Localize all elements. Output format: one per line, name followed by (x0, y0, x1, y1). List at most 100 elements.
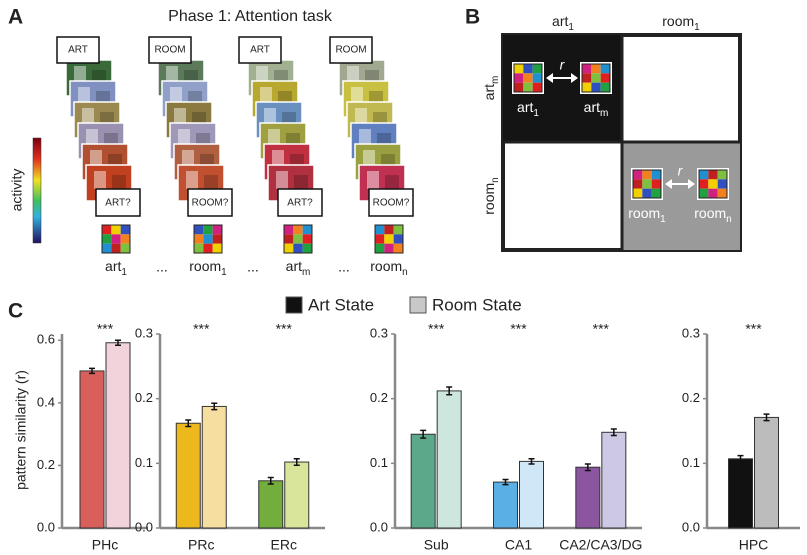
cell-label: artm (584, 99, 609, 119)
mosaic-cell (582, 64, 592, 74)
text-subscript: 1 (694, 22, 700, 33)
error-bar (115, 339, 121, 347)
error-bar (420, 429, 427, 439)
text-base: room (189, 258, 221, 274)
mosaic-cell (642, 179, 652, 189)
text-subscript: m (302, 267, 310, 278)
mosaic-border (283, 224, 313, 254)
mosaic-cell (284, 234, 294, 244)
y-tick-label: 0.3 (370, 325, 388, 340)
x-tick-label: CA1 (505, 537, 532, 553)
error-bar (584, 463, 591, 472)
mosaic-cell (582, 73, 592, 83)
room-detail (182, 150, 194, 168)
x-tick-label: PHc (92, 537, 118, 553)
room-detail (359, 129, 371, 147)
significance: *** (593, 321, 610, 337)
mosaic-cell (293, 243, 303, 253)
mosaic-cell (393, 225, 403, 235)
mosaic-cell (708, 170, 718, 180)
mosaic-cell (293, 234, 303, 244)
significance: *** (428, 321, 445, 337)
cell-label: roomn (694, 205, 731, 225)
mosaic-cell (651, 179, 661, 189)
mosaic-cell (120, 225, 130, 235)
mosaic-cell (582, 82, 592, 92)
mosaic-cell (384, 243, 394, 253)
mosaic-border (513, 63, 543, 93)
mosaic-cell (633, 170, 643, 180)
ellipsis: ... (338, 259, 350, 275)
mosaic-cell (212, 225, 222, 235)
mosaic-cell (111, 243, 121, 253)
text-base: art (552, 13, 568, 29)
text-subscript: n (402, 267, 408, 278)
mosaic-cell (120, 243, 130, 253)
room-detail (174, 108, 186, 126)
significance: *** (193, 321, 210, 337)
text-subscript: m (600, 108, 608, 119)
room-detail (178, 129, 190, 147)
error-bar (502, 478, 509, 486)
mosaic-cell (642, 188, 652, 198)
mosaic-cell (384, 225, 394, 235)
mosaic-cell (212, 234, 222, 244)
relation-label: r (560, 57, 566, 73)
mosaic-cell (591, 82, 601, 92)
mosaic-cell (717, 179, 727, 189)
panel-title: Phase 1: Attention task (168, 8, 333, 25)
mosaic-cell (102, 234, 112, 244)
bar (105, 342, 131, 529)
bar (175, 422, 201, 529)
cue-box (238, 36, 282, 64)
mosaic-cell (203, 225, 213, 235)
text-base: art (584, 99, 600, 115)
error-bar (528, 458, 535, 465)
bar (258, 480, 284, 529)
y-tick-label: 0.1 (682, 455, 700, 470)
mosaic-cell (212, 243, 222, 253)
mosaic-cell (302, 243, 312, 253)
y-tick-label: 0.2 (682, 390, 700, 405)
mosaic-cell (514, 64, 524, 74)
cue-box (148, 36, 192, 64)
mosaic-cell (591, 73, 601, 83)
text-subscript: 1 (660, 214, 666, 225)
room-detail (264, 108, 276, 126)
legend-label: Room State (432, 295, 522, 314)
mosaic-border (581, 63, 611, 93)
text-subscript: 1 (221, 267, 227, 278)
y-tick-label: 0.3 (682, 325, 700, 340)
legend-label: Art State (308, 295, 374, 314)
mosaic-border (193, 224, 223, 254)
cell-label: room1 (628, 205, 666, 225)
mosaic-cell (203, 234, 213, 244)
bar (436, 390, 462, 529)
y-tick-label: 0.0 (682, 519, 700, 534)
bar (728, 458, 753, 529)
legend-swatch (285, 296, 303, 314)
room-detail (367, 171, 379, 189)
x-tick-label: ERc (271, 537, 297, 553)
bar (201, 405, 227, 529)
mosaic-cell (717, 170, 727, 180)
room-detail (86, 129, 98, 147)
room-detail (94, 171, 106, 189)
colorbar-label: activity (9, 169, 25, 212)
mosaic-cell (102, 243, 112, 253)
mosaic-cell (591, 64, 601, 74)
room-detail (272, 150, 284, 168)
room-detail (74, 66, 86, 84)
mosaic-cell (393, 243, 403, 253)
room-detail (355, 108, 367, 126)
relation-label: r (678, 163, 684, 179)
text-subscript: n (726, 214, 732, 225)
text-base: room (370, 258, 402, 274)
row-header: artm (481, 76, 501, 101)
room-detail (186, 171, 198, 189)
room-detail (363, 150, 375, 168)
y-tick-label: 0.2 (370, 390, 388, 405)
column-header: art1 (552, 13, 574, 33)
room-detail (347, 66, 359, 84)
